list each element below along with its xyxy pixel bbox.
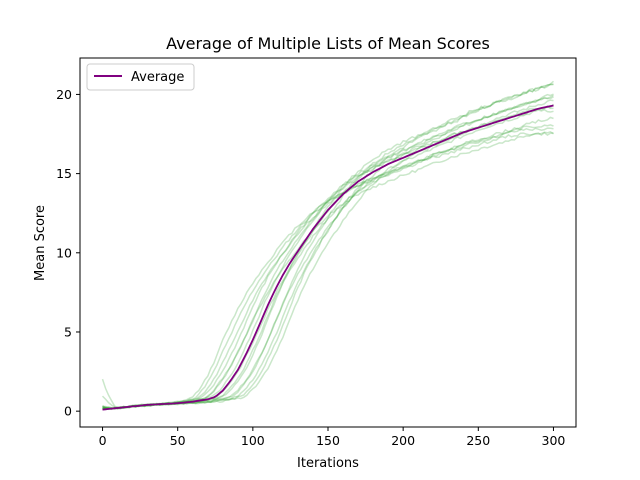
y-axis-ticks: 0 5 10 15 20 <box>56 87 80 419</box>
x-tick-label: 100 <box>241 433 265 448</box>
chart-title: Average of Multiple Lists of Mean Scores <box>166 34 490 53</box>
legend: Average <box>86 63 195 91</box>
x-tick-label: 150 <box>316 433 340 448</box>
run-line <box>102 124 554 410</box>
run-line <box>102 103 555 411</box>
average-line <box>102 104 554 411</box>
run-line <box>102 96 554 410</box>
x-axis-label: Iterations <box>297 456 359 471</box>
run-line <box>102 104 554 410</box>
run-line <box>102 108 554 409</box>
average-series <box>102 104 554 411</box>
x-tick-label: 300 <box>542 433 566 448</box>
run-line <box>102 99 554 411</box>
y-tick-label: 20 <box>56 87 72 102</box>
run-lines <box>101 80 555 411</box>
run-line <box>102 93 554 410</box>
run-line <box>102 130 554 410</box>
x-tick-label: 250 <box>466 433 490 448</box>
x-tick-label: 200 <box>391 433 415 448</box>
run-line <box>102 83 554 410</box>
legend-label-average: Average <box>131 70 184 85</box>
y-axis-label: Mean Score <box>33 205 48 281</box>
run-line <box>102 83 554 410</box>
x-tick-label: 50 <box>170 433 186 448</box>
y-tick-label: 15 <box>56 166 72 181</box>
run-line <box>102 127 554 410</box>
legend-box <box>86 63 195 91</box>
y-tick-label: 5 <box>64 324 72 339</box>
y-tick-label: 10 <box>56 245 72 260</box>
run-line <box>102 131 554 410</box>
run-line <box>102 116 554 410</box>
x-axis-ticks: 0 50 100 150 200 250 300 <box>99 427 566 448</box>
x-tick-label: 0 <box>99 433 107 448</box>
y-tick-label: 0 <box>64 404 72 419</box>
